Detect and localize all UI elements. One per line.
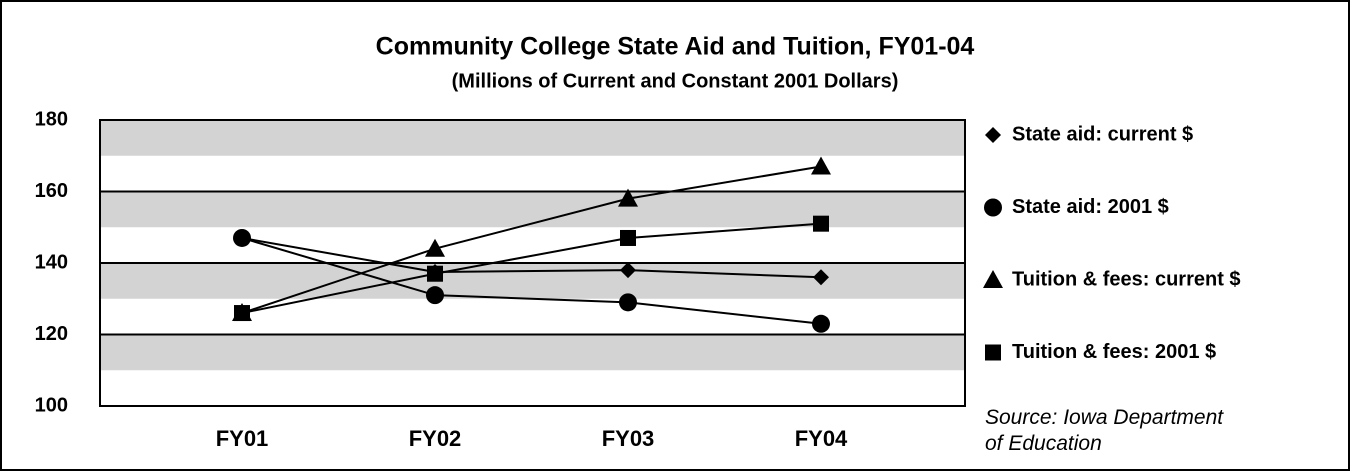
data-point: [426, 286, 444, 305]
annotation: Source: Iowa Department of Education: [985, 406, 1224, 455]
band: [100, 191, 965, 228]
data-point: [618, 188, 638, 207]
y-tick-label: 100: [35, 394, 68, 416]
data-point: [233, 228, 251, 247]
data-point: [620, 229, 636, 246]
chart-subtitle: (Millions of Current and Constant 2001 D…: [452, 70, 899, 92]
data-point: [619, 293, 637, 312]
chart-title: Community College State Aid and Tuition,…: [376, 33, 975, 61]
legend-label: Tuition & fees: current $: [1012, 268, 1241, 290]
y-tick-label: 120: [35, 323, 68, 345]
legend-label: Tuition & fees: 2001 $: [1012, 341, 1216, 363]
x-tick-label: FY03: [602, 426, 655, 451]
legend-label: State aid: current $: [1012, 123, 1193, 145]
x-tick-label: FY04: [795, 426, 848, 451]
band: [100, 263, 965, 299]
legend-label: State aid: 2001 $: [1012, 196, 1169, 218]
y-tick-label: 180: [35, 108, 68, 130]
data-point: [620, 262, 636, 279]
x-tick-label: FY02: [409, 426, 462, 451]
series-line: [241, 165, 822, 314]
data-point: [812, 314, 830, 333]
x-tick-label: FY01: [216, 426, 269, 451]
data-point: [811, 156, 831, 175]
legend-marker: [983, 270, 1003, 288]
legend-marker: [985, 127, 1001, 143]
data-point: [427, 265, 443, 282]
data-point: [813, 269, 829, 286]
series-line: [241, 237, 822, 325]
data-point: [425, 238, 445, 257]
band: [100, 334, 965, 371]
y-tick-label: 140: [35, 251, 68, 273]
legend-marker: [985, 344, 1001, 361]
series-line: [241, 236, 822, 279]
legend-marker: [984, 198, 1002, 217]
data-point: [813, 215, 829, 232]
data-point: [234, 305, 250, 322]
series-line: [241, 222, 822, 315]
y-tick-label: 160: [35, 180, 68, 202]
band: [100, 120, 965, 156]
